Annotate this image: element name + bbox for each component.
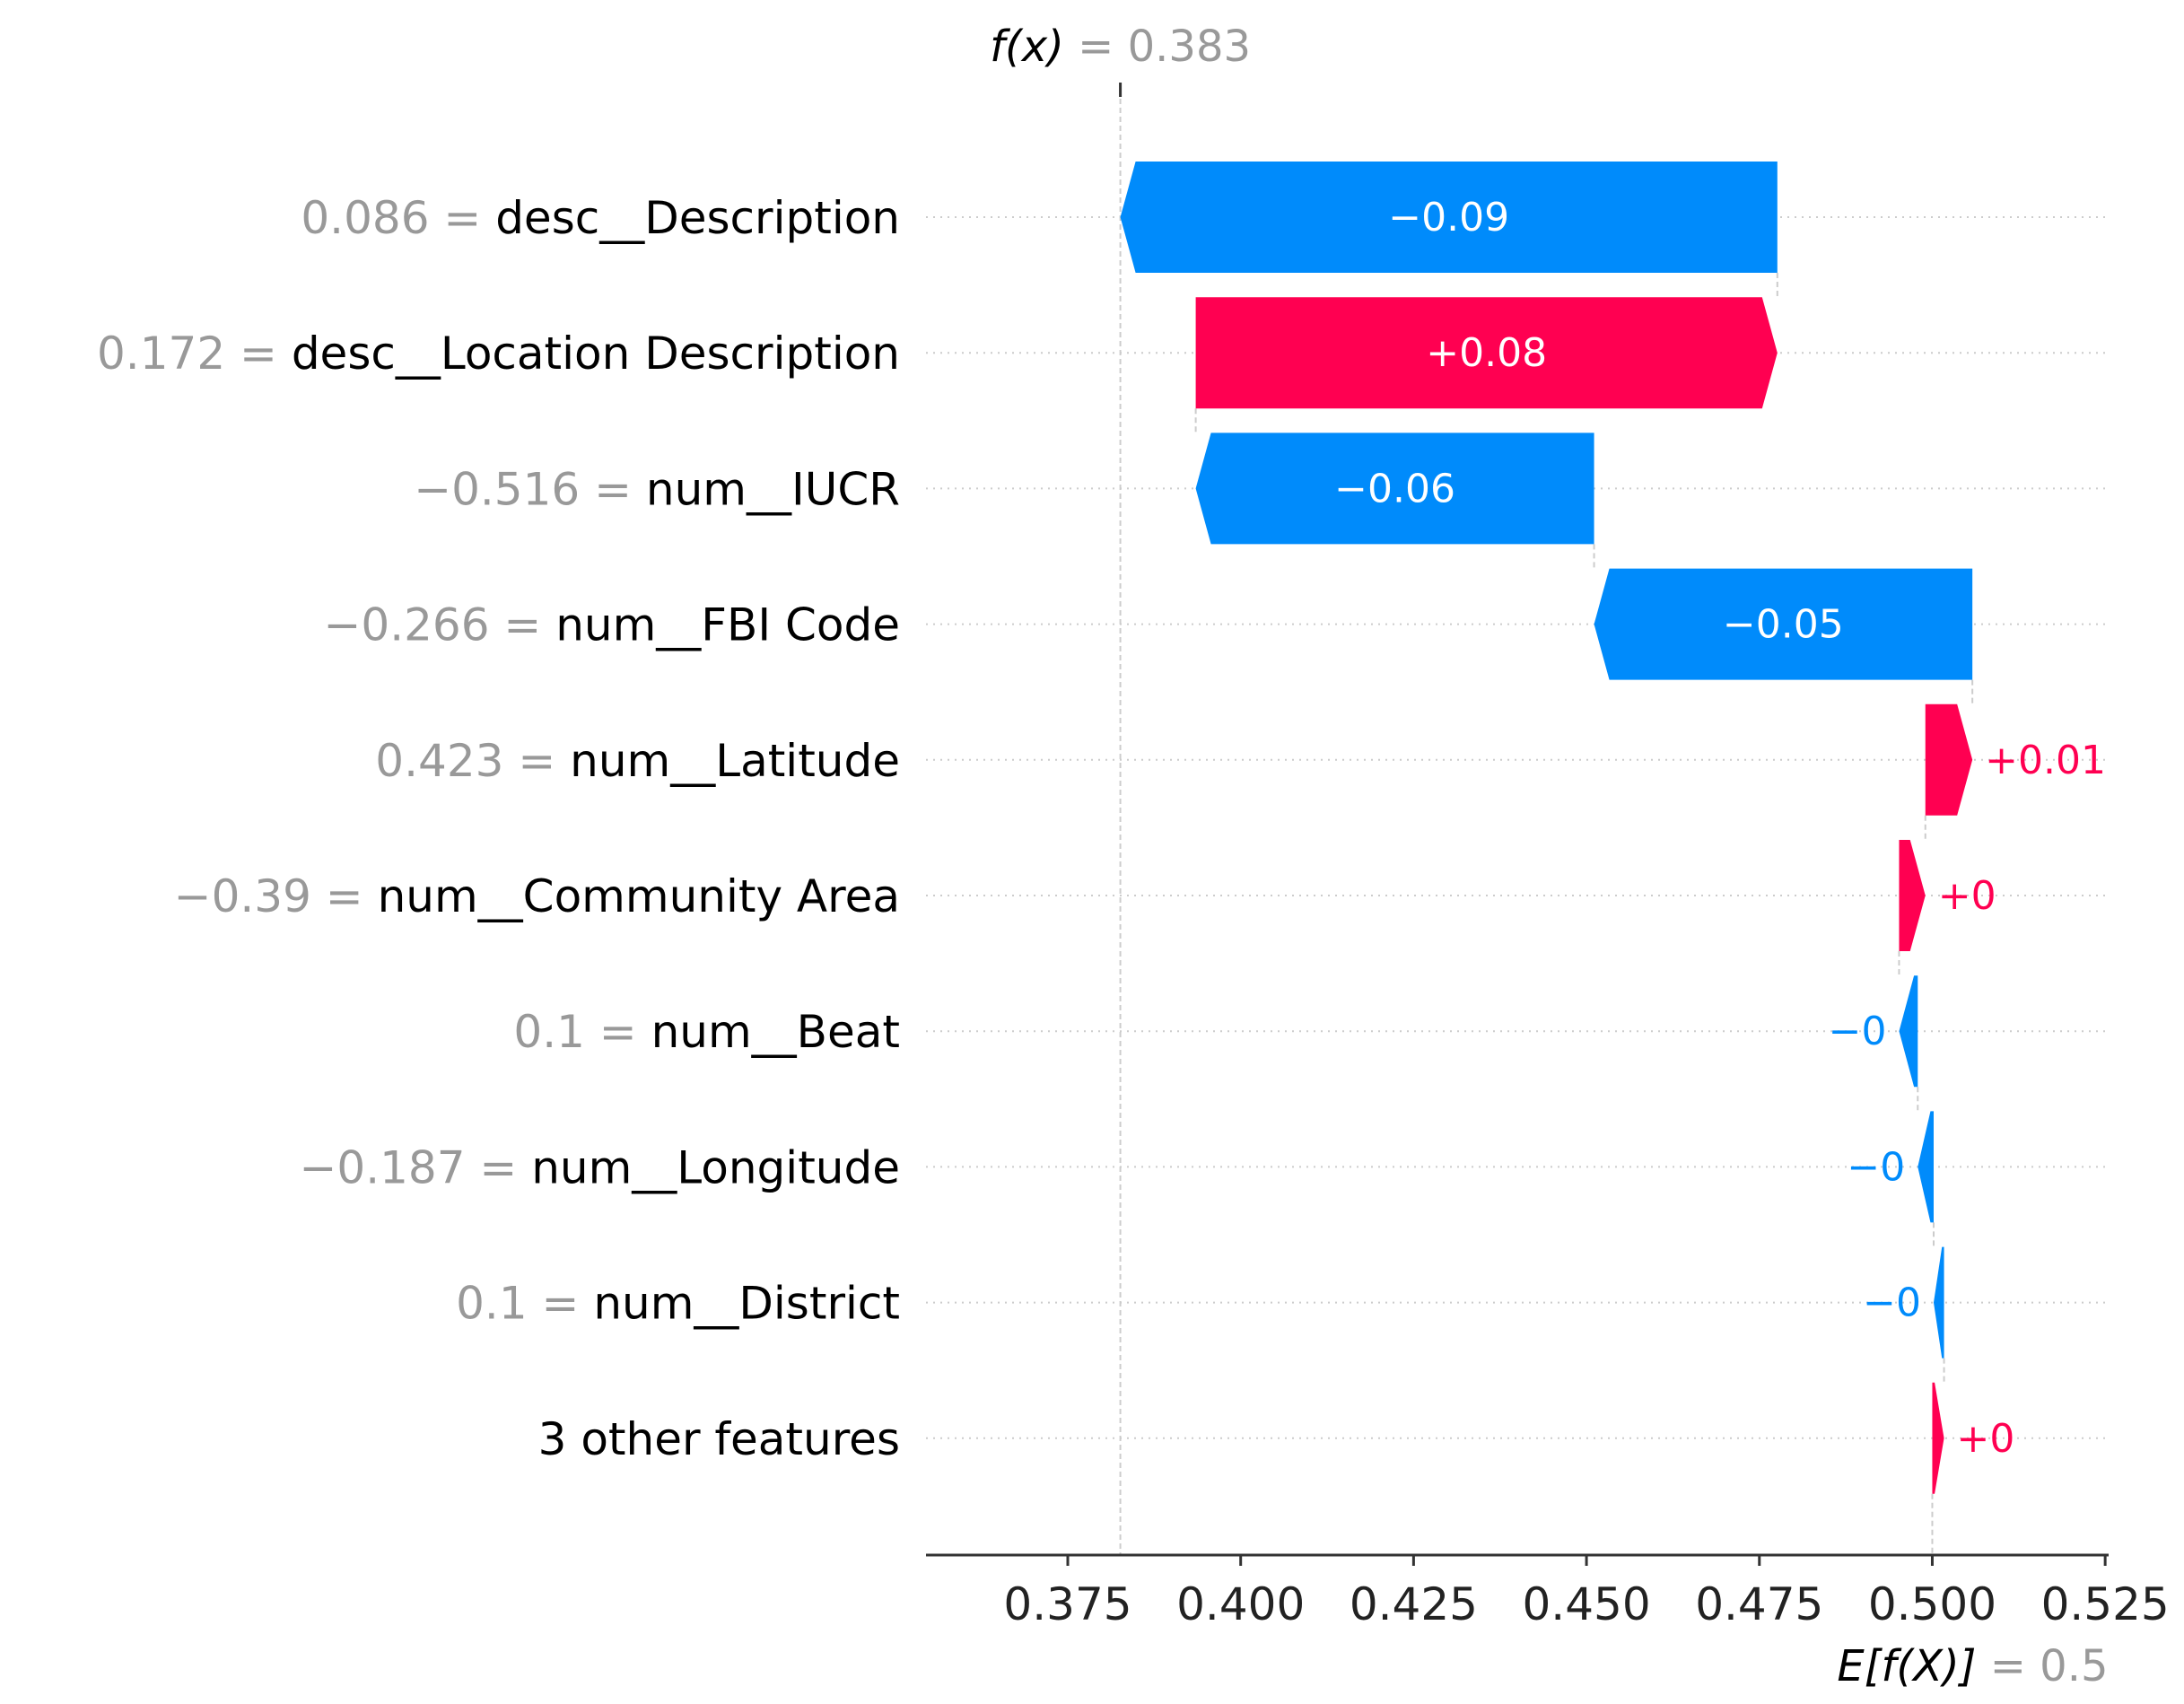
- waterfall-bar: [1932, 1382, 1944, 1494]
- bar-value-label: −0: [1829, 1009, 1887, 1054]
- expected-value-label: E[f(X)] = 0.5: [1837, 1641, 2108, 1691]
- x-tick-label: 0.400: [1176, 1578, 1305, 1630]
- bar-value-label: −0.05: [1723, 602, 1844, 648]
- feature-label: −0.39 = num__Community Area: [174, 870, 900, 922]
- feature-label: 0.172 = desc__Location Description: [97, 328, 900, 380]
- feature-label: 3 other features: [538, 1413, 900, 1465]
- waterfall-bar: [1195, 433, 1594, 545]
- fx-label: f(x) = 0.383: [990, 22, 1251, 72]
- bar-value-label: −0: [1847, 1144, 1905, 1190]
- waterfall-bar: [1195, 297, 1778, 409]
- waterfall-bar: [1120, 162, 1778, 273]
- bar-value-label: −0.09: [1388, 195, 1509, 240]
- feature-value: 0.423 =: [375, 735, 570, 787]
- bar-value-label: +0: [1957, 1416, 2015, 1462]
- feature-name: num__IUCR: [646, 463, 900, 515]
- x-tick-label: 0.375: [1003, 1578, 1131, 1630]
- waterfall-bar: [1918, 1111, 1934, 1223]
- x-tick-label: 0.475: [1695, 1578, 1823, 1630]
- bar-value-label: +0.08: [1426, 330, 1547, 376]
- feature-name: desc__Location Description: [292, 328, 900, 380]
- feature-name: num__Longitude: [531, 1141, 900, 1193]
- feature-label: −0.266 = num__FBI Code: [323, 599, 900, 651]
- feature-label: −0.187 = num__Longitude: [300, 1141, 901, 1193]
- x-tick-label: 0.525: [2041, 1578, 2170, 1630]
- feature-name: num__Community Area: [378, 870, 900, 922]
- feature-value: 0.1 =: [513, 1006, 651, 1058]
- feature-name: num__Beat: [651, 1006, 900, 1058]
- feature-name: desc__Description: [495, 192, 900, 244]
- feature-label: −0.516 = num__IUCR: [414, 463, 900, 515]
- feature-value: −0.39 =: [174, 870, 378, 922]
- fx-label-value: = 0.383: [1078, 22, 1251, 72]
- feature-name: num__District: [593, 1278, 900, 1330]
- feature-value: −0.187 =: [300, 1141, 532, 1193]
- waterfall-bar: [1925, 703, 1973, 816]
- x-tick-label: 0.450: [1523, 1578, 1651, 1630]
- feature-value: −0.516 =: [414, 463, 646, 515]
- feature-name: num__Latitude: [570, 735, 900, 787]
- feature-label: 0.1 = num__Beat: [513, 1006, 900, 1058]
- waterfall-bar: [1933, 1246, 1944, 1359]
- expected-value-name: E[f(X)]: [1837, 1641, 1989, 1691]
- waterfall-bar: [1899, 975, 1918, 1088]
- feature-value: 0.172 =: [97, 328, 292, 380]
- x-tick-label: 0.425: [1350, 1578, 1478, 1630]
- waterfall-bar: [1899, 840, 1926, 951]
- feature-value: 0.086 =: [301, 192, 495, 244]
- waterfall-bar: [1594, 568, 1973, 680]
- feature-value: −0.266 =: [323, 599, 555, 651]
- feature-name: num__FBI Code: [555, 599, 900, 651]
- bar-value-label: +0.01: [1985, 738, 2106, 783]
- x-tick-label: 0.500: [1868, 1578, 1996, 1630]
- feature-label: 0.423 = num__Latitude: [375, 735, 900, 787]
- expected-value-number: = 0.5: [1990, 1641, 2109, 1691]
- bar-value-label: +0: [1938, 873, 1996, 919]
- bar-value-label: −0: [1863, 1280, 1921, 1326]
- feature-name: 3 other features: [538, 1413, 900, 1465]
- feature-label: 0.1 = num__District: [456, 1278, 900, 1330]
- feature-value: 0.1 =: [456, 1278, 593, 1330]
- fx-label-name: f(x): [990, 22, 1078, 72]
- bar-value-label: −0.06: [1334, 466, 1455, 511]
- feature-label: 0.086 = desc__Description: [301, 192, 900, 244]
